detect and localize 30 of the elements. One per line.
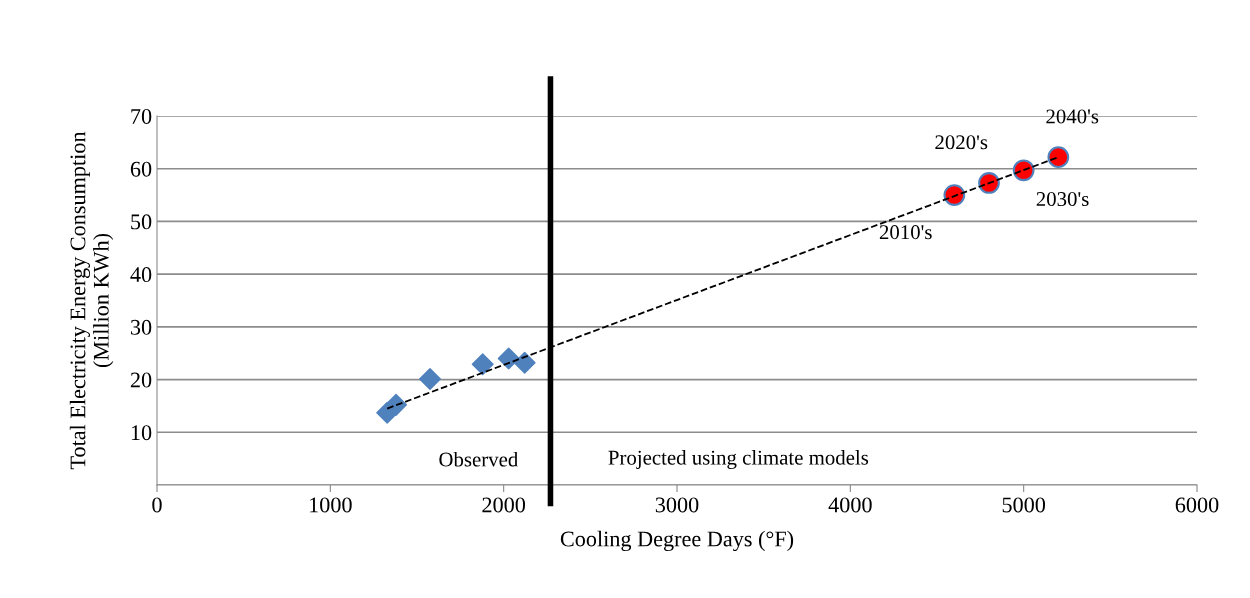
point (943, 184, 966, 206)
annotation: 2010's (879, 225, 932, 240)
y-tick-label: 60 (130, 161, 152, 177)
y-axis-title: Total Electricity Energy Consumption (Million KWh) (69, 131, 114, 470)
y-tick-label: 10 (131, 425, 152, 441)
point (471, 353, 494, 376)
x-tick-label: 1000 (310, 497, 352, 513)
point (513, 351, 536, 374)
x-tick-label: 3000 (655, 497, 699, 513)
x-tick-label: 4000 (828, 497, 872, 513)
point (497, 347, 520, 370)
x-tick-label: 6000 (1175, 497, 1219, 513)
y-tick-label: 30 (130, 319, 152, 335)
x-tick-label: 0 (152, 497, 162, 513)
annotation: 2030's (1036, 192, 1089, 207)
annotation: Observed (439, 451, 519, 467)
point (1047, 146, 1070, 168)
annotation: Projected using climate models (608, 450, 869, 469)
annotation: 2020's (935, 135, 988, 150)
y-tick-label: 40 (130, 267, 152, 283)
y-tick-label: 50 (131, 214, 152, 230)
y-tick-label: 70 (131, 108, 152, 124)
annotation: 2040's (1046, 109, 1099, 124)
point (419, 368, 441, 391)
x-tick-label: 2000 (482, 497, 526, 513)
x-tick-label: 5000 (1002, 497, 1046, 513)
point (978, 172, 1000, 194)
point (1012, 159, 1035, 182)
x-axis-title: Cooling Degree Days (°F) (560, 530, 794, 552)
y-tick-label: 20 (130, 372, 152, 388)
